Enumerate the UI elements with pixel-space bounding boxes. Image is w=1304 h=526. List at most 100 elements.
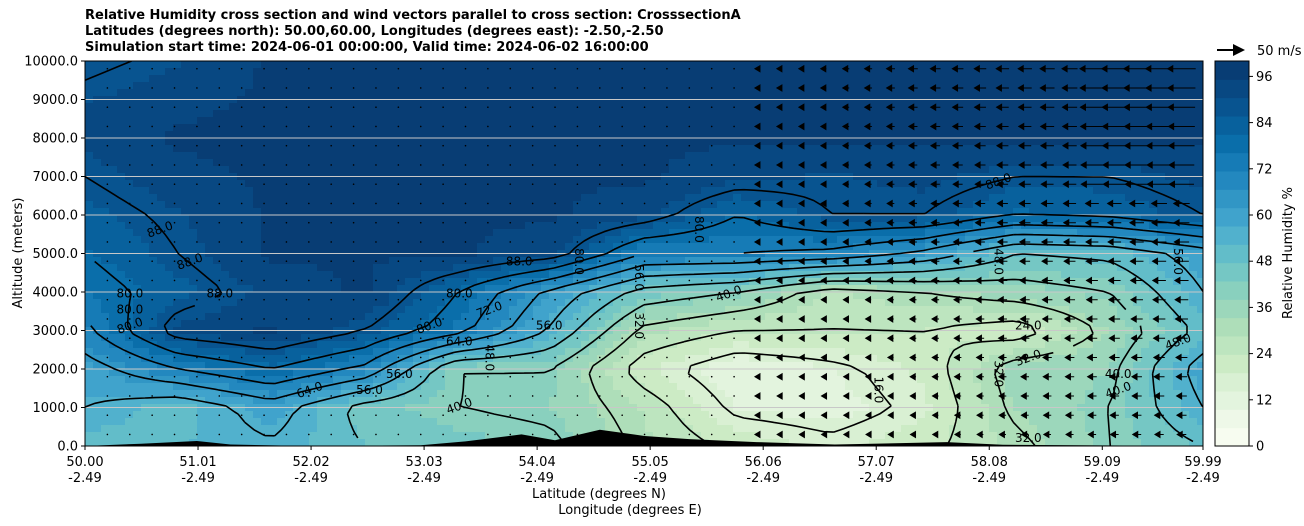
field-cell [645, 103, 654, 111]
field-cell [1157, 75, 1166, 83]
field-cell [629, 138, 638, 146]
field-cell [221, 257, 230, 265]
field-cell [429, 89, 438, 97]
field-cell [173, 103, 182, 111]
field-cell [133, 243, 142, 251]
field-cell [765, 131, 774, 139]
field-cell [565, 103, 574, 111]
field-cell [1189, 75, 1198, 83]
field-cell [829, 194, 838, 202]
field-cell [117, 110, 126, 118]
field-cell [1165, 187, 1174, 195]
field-cell [269, 299, 278, 307]
field-cell [573, 292, 582, 300]
field-cell [325, 180, 334, 188]
field-cell [101, 243, 110, 251]
field-cell [757, 243, 766, 251]
field-cell [293, 257, 302, 265]
field-cell [861, 222, 870, 230]
field-cell [149, 271, 158, 279]
field-cell [693, 61, 702, 69]
field-cell [165, 103, 174, 111]
field-cell [1045, 229, 1054, 237]
field-cell [813, 229, 822, 237]
field-cell [149, 222, 158, 230]
field-cell [1005, 138, 1014, 146]
field-cell [205, 68, 214, 76]
field-cell [389, 278, 398, 286]
field-cell [349, 82, 358, 90]
field-cell [453, 89, 462, 97]
field-cell [773, 89, 782, 97]
field-cell [213, 152, 222, 160]
field-cell [877, 166, 886, 174]
field-cell [381, 180, 390, 188]
field-cell [245, 131, 254, 139]
field-cell [381, 159, 390, 167]
field-cell [741, 271, 750, 279]
field-cell [789, 138, 798, 146]
field-cell [853, 159, 862, 167]
field-cell [933, 271, 942, 279]
field-cell [925, 299, 934, 307]
field-cell [797, 229, 806, 237]
field-cell [549, 229, 558, 237]
field-cell [973, 292, 982, 300]
field-cell [1141, 117, 1150, 125]
field-cell [269, 89, 278, 97]
field-cell [1101, 68, 1110, 76]
field-cell [277, 180, 286, 188]
field-cell [677, 152, 686, 160]
field-cell [797, 285, 806, 293]
field-cell [213, 243, 222, 251]
field-cell [1173, 166, 1182, 174]
field-cell [557, 131, 566, 139]
field-cell [341, 236, 350, 244]
field-cell [693, 89, 702, 97]
field-cell [429, 131, 438, 139]
field-cell [125, 264, 134, 272]
field-cell [925, 166, 934, 174]
field-cell [685, 208, 694, 216]
field-cell [341, 124, 350, 132]
field-cell [1189, 271, 1198, 279]
field-cell [901, 75, 910, 83]
field-cell [533, 61, 542, 69]
field-cell [821, 194, 830, 202]
field-cell [965, 201, 974, 209]
field-cell [669, 159, 678, 167]
field-cell [1189, 138, 1198, 146]
field-cell [1173, 138, 1182, 146]
field-cell [85, 117, 94, 125]
field-cell [717, 194, 726, 202]
field-cell [405, 194, 414, 202]
field-cell [101, 215, 110, 223]
field-cell [637, 75, 646, 83]
field-cell [621, 124, 630, 132]
field-cell [293, 201, 302, 209]
field-cell [381, 145, 390, 153]
field-cell [125, 187, 134, 195]
field-cell [917, 243, 926, 251]
field-cell [93, 299, 102, 307]
field-cell [1061, 110, 1070, 118]
field-cell [885, 292, 894, 300]
field-cell [757, 229, 766, 237]
field-cell [549, 82, 558, 90]
field-cell [197, 194, 206, 202]
field-cell [1157, 285, 1166, 293]
field-cell [877, 208, 886, 216]
field-cell [885, 145, 894, 153]
field-cell [469, 131, 478, 139]
field-cell [557, 264, 566, 272]
field-cell [117, 166, 126, 174]
field-cell [605, 159, 614, 167]
field-cell [661, 159, 670, 167]
field-cell [565, 306, 574, 314]
field-cell [709, 89, 718, 97]
field-cell [941, 215, 950, 223]
field-cell [317, 131, 326, 139]
field-cell [285, 110, 294, 118]
field-cell [557, 152, 566, 160]
field-cell [845, 152, 854, 160]
